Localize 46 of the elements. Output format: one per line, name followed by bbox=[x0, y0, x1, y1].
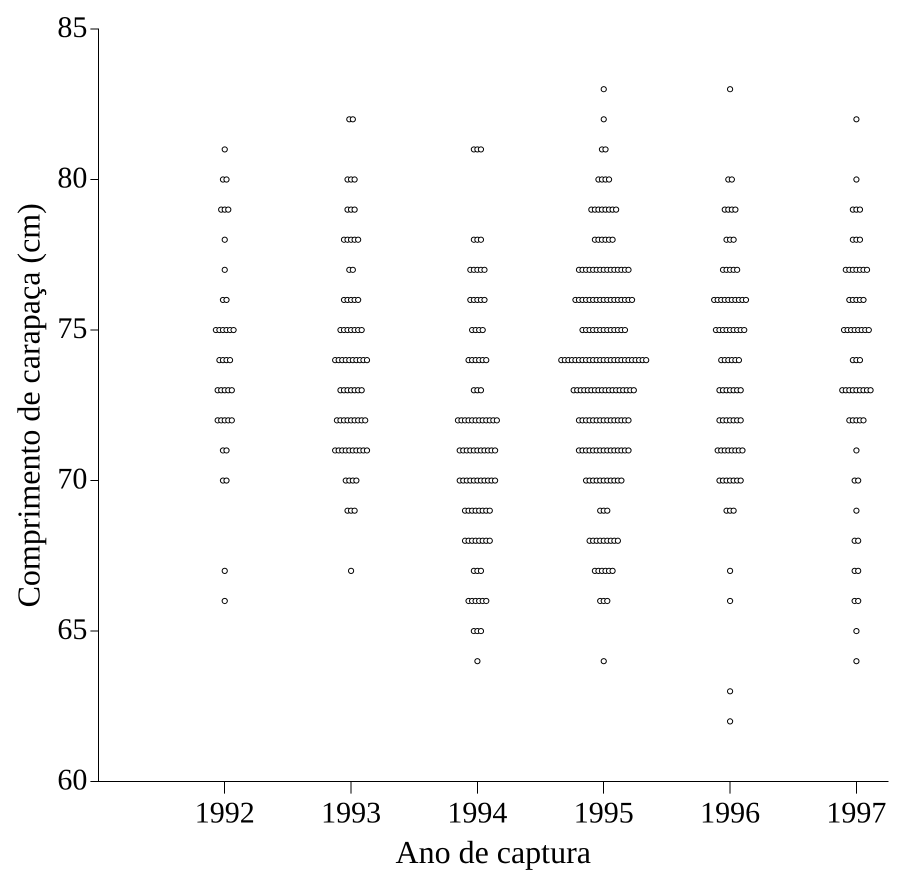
x-tick-label: 1997 bbox=[826, 796, 886, 830]
point bbox=[853, 628, 860, 634]
y-tick-label: 60 bbox=[57, 763, 88, 796]
point bbox=[222, 598, 228, 604]
y-tick-label: 85 bbox=[57, 10, 88, 44]
x-tick-label: 1995 bbox=[574, 796, 634, 830]
point bbox=[222, 146, 228, 153]
point bbox=[864, 266, 870, 273]
point bbox=[222, 266, 228, 273]
point bbox=[860, 417, 867, 424]
point bbox=[856, 236, 864, 243]
point bbox=[855, 538, 862, 544]
y-axis-title: Comprimento de carapaça (cm) bbox=[10, 203, 47, 608]
point bbox=[225, 206, 232, 213]
point bbox=[867, 387, 874, 394]
point bbox=[223, 296, 230, 304]
point bbox=[866, 326, 872, 334]
point bbox=[856, 206, 864, 213]
point bbox=[856, 357, 864, 364]
point bbox=[228, 417, 235, 424]
x-tick-label: 1992 bbox=[194, 796, 255, 830]
x-axis-title: Ano de captura bbox=[395, 834, 591, 870]
point bbox=[226, 357, 234, 364]
y-tick-label: 65 bbox=[57, 612, 88, 646]
point bbox=[853, 658, 860, 664]
y-tick-label: 80 bbox=[57, 161, 88, 194]
x-tick-label: 1996 bbox=[700, 796, 760, 830]
point bbox=[230, 326, 237, 334]
point bbox=[855, 477, 862, 484]
point bbox=[853, 508, 860, 514]
y-tick-label: 70 bbox=[57, 462, 88, 496]
x-tick-label: 1994 bbox=[447, 796, 508, 830]
point bbox=[860, 296, 867, 304]
point bbox=[855, 568, 862, 574]
point bbox=[223, 447, 230, 454]
point bbox=[853, 447, 860, 454]
point bbox=[855, 598, 862, 604]
point bbox=[222, 568, 228, 574]
point bbox=[228, 387, 235, 394]
point bbox=[853, 176, 860, 183]
y-tick-label: 75 bbox=[57, 312, 88, 345]
x-tick-label: 1993 bbox=[321, 796, 382, 830]
point bbox=[223, 176, 230, 183]
point bbox=[222, 236, 228, 243]
point bbox=[853, 116, 860, 122]
point bbox=[223, 477, 230, 484]
